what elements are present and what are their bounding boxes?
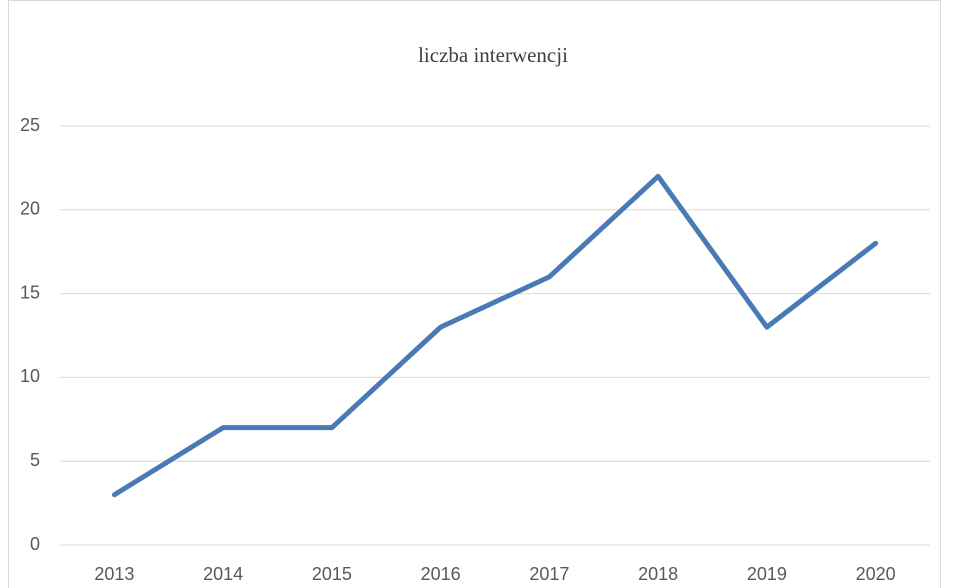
data-line (111, 173, 879, 498)
y-tick-label: 10 (20, 366, 40, 386)
x-tick-label: 2019 (747, 564, 787, 584)
y-tick-label: 25 (20, 115, 40, 135)
chart-title: liczba interwencji (418, 43, 568, 67)
chart-border (8, 0, 941, 588)
x-tick-label: 2015 (312, 564, 352, 584)
y-tick-label: 15 (20, 282, 40, 302)
x-tick-label: 2017 (529, 564, 569, 584)
x-tick-label: 2014 (203, 564, 243, 584)
x-tick-label: 2016 (421, 564, 461, 584)
y-tick-label: 5 (30, 450, 40, 470)
x-tick-label: 2020 (856, 564, 896, 584)
x-tick-label: 2013 (94, 564, 134, 584)
y-tick-label: 20 (20, 199, 40, 219)
y-tick-label: 0 (30, 534, 40, 554)
x-tick-label: 2018 (638, 564, 678, 584)
